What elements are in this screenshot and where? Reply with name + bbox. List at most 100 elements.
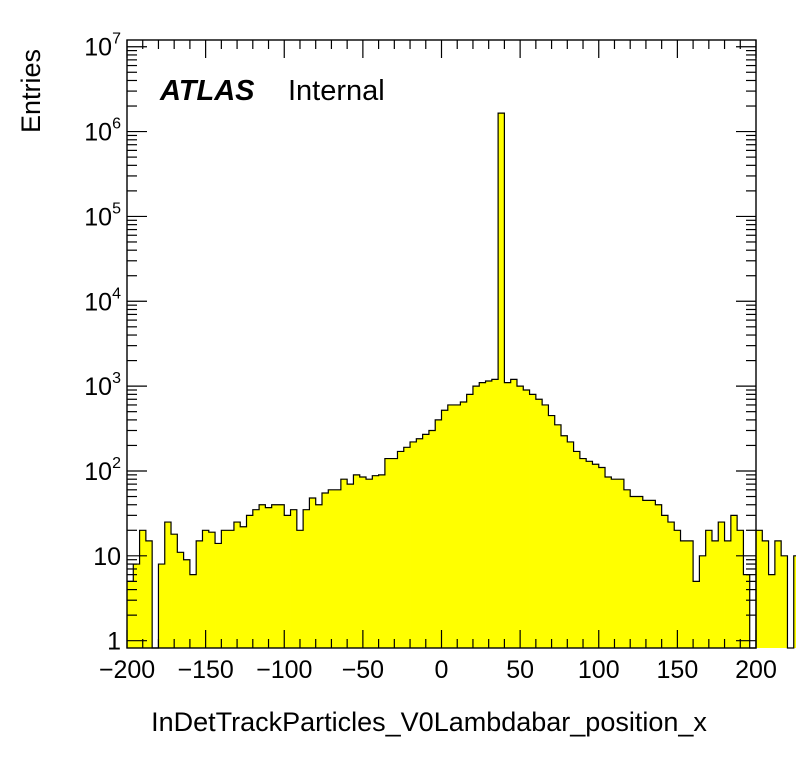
histogram-bar xyxy=(315,504,323,648)
histogram-bar xyxy=(567,441,574,648)
histogram-bar xyxy=(139,530,147,648)
histogram-bar xyxy=(554,424,562,648)
y-tick-label: 104 xyxy=(84,285,121,316)
x-tick-label: −100 xyxy=(256,656,312,684)
histogram-bar xyxy=(743,574,751,648)
histogram-bar xyxy=(460,402,468,648)
histogram-bar xyxy=(378,474,386,648)
histogram-bar xyxy=(208,532,216,648)
histogram-bar xyxy=(774,540,782,648)
histogram-bar xyxy=(516,386,524,648)
histogram-bar xyxy=(529,394,537,648)
histogram-bar xyxy=(441,410,449,648)
histogram-bar xyxy=(472,386,480,648)
histogram-bar xyxy=(328,489,335,648)
histogram-bar xyxy=(384,458,392,648)
histogram-bar xyxy=(403,447,411,648)
histogram-bar xyxy=(504,382,512,648)
y-tick-label: 103 xyxy=(84,370,121,401)
histogram-bar xyxy=(642,500,650,648)
histogram-bars xyxy=(127,113,796,649)
histogram-bar xyxy=(718,522,725,648)
histogram-bar xyxy=(680,540,688,648)
histogram-bar xyxy=(309,498,317,648)
histogram-bar xyxy=(479,382,486,648)
histogram-bar xyxy=(259,504,266,648)
histogram-bar xyxy=(661,515,669,648)
histogram-bar xyxy=(655,504,663,648)
x-tick-label: 150 xyxy=(657,656,699,684)
histogram-bar xyxy=(454,404,461,648)
x-tick-label: 200 xyxy=(735,656,777,684)
x-tick-label: −50 xyxy=(342,656,384,684)
histogram-bar xyxy=(510,379,518,648)
histogram-bar xyxy=(667,522,675,648)
histogram-bar xyxy=(485,380,493,648)
histogram-bar xyxy=(271,504,279,648)
histogram-bar xyxy=(233,522,241,648)
histogram-bar xyxy=(447,404,455,648)
histogram-bar xyxy=(366,479,373,648)
x-tick-label: −150 xyxy=(177,656,233,684)
histogram-bar xyxy=(353,474,361,648)
histogram-bar xyxy=(391,458,398,648)
histogram-bar xyxy=(428,430,436,648)
y-tick-label: 1 xyxy=(107,628,121,656)
histogram-bar xyxy=(724,540,732,648)
histogram-bar xyxy=(296,530,304,648)
x-tick-labels: −200 −150 −100 −50 0 50 100 150 200 xyxy=(99,656,777,684)
y-tick-label: 102 xyxy=(84,455,121,486)
axis-ticks xyxy=(126,40,757,648)
histogram-bar xyxy=(611,479,619,648)
histogram-bar xyxy=(781,555,788,648)
histogram-bar xyxy=(334,489,342,648)
histogram-bar xyxy=(548,415,556,648)
histogram-bar xyxy=(623,489,631,648)
histogram-bar xyxy=(737,530,744,648)
y-tick-label: 10 xyxy=(93,543,121,571)
histogram-bar xyxy=(435,419,442,648)
histogram-bar xyxy=(359,476,367,648)
histogram-bar xyxy=(617,479,625,648)
histogram-bar xyxy=(598,467,606,648)
histogram-bar xyxy=(347,484,354,648)
histogram-bar xyxy=(227,530,235,648)
histogram-bar xyxy=(196,540,203,648)
histogram-bar xyxy=(416,438,424,648)
histogram-bar xyxy=(177,552,185,648)
atlas-label: ATLAS xyxy=(159,75,255,107)
x-axis-title: InDetTrackParticles_V0Lambdabar_position… xyxy=(151,707,707,737)
histogram-bar xyxy=(579,458,587,648)
histogram-outline xyxy=(127,112,796,649)
histogram-bar xyxy=(573,451,581,648)
histogram-bar xyxy=(252,509,260,648)
histogram-bar xyxy=(498,113,505,649)
histogram-bar xyxy=(290,509,298,648)
histogram-bar xyxy=(340,479,348,648)
histogram-bar xyxy=(762,540,769,648)
x-tick-label: 50 xyxy=(506,656,534,684)
histogram-bar xyxy=(202,530,210,648)
histogram-bar xyxy=(171,534,178,648)
histogram-bar xyxy=(630,496,637,648)
histogram-bar xyxy=(372,475,379,648)
histogram-bar xyxy=(145,540,153,648)
histogram-bar xyxy=(284,515,291,648)
internal-label: Internal xyxy=(288,75,385,107)
histogram-bar xyxy=(246,515,254,648)
histogram-bar xyxy=(158,564,166,648)
histogram-bar xyxy=(410,441,417,648)
histogram-bar xyxy=(586,461,593,648)
histogram-bar xyxy=(592,464,600,648)
histogram-bar xyxy=(756,530,763,648)
histogram-bar xyxy=(686,540,694,648)
y-tick-label: 107 xyxy=(84,31,121,62)
histogram-bar xyxy=(133,564,140,648)
histogram-bar xyxy=(730,515,738,648)
y-tick-label: 106 xyxy=(84,116,121,147)
histogram-bar xyxy=(636,496,644,648)
histogram-bar xyxy=(215,543,222,648)
histogram-bar xyxy=(422,434,430,648)
histogram-bar xyxy=(711,540,719,648)
